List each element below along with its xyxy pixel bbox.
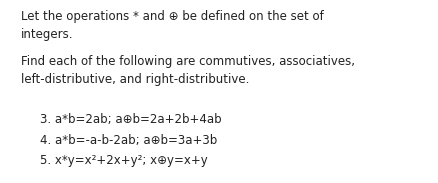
Text: 3. a*b=2ab; a⊕b=2a+2b+4ab: 3. a*b=2ab; a⊕b=2a+2b+4ab: [39, 113, 221, 126]
Text: 4. a*b=-a-b-2ab; a⊕b=3a+3b: 4. a*b=-a-b-2ab; a⊕b=3a+3b: [39, 134, 216, 147]
Text: Let the operations * and ⊕ be defined on the set of: Let the operations * and ⊕ be defined on…: [21, 10, 323, 23]
Text: left-distributive, and right-distributive.: left-distributive, and right-distributiv…: [21, 73, 248, 86]
Text: 5. x*y=x²+2x+y²; x⊕y=x+y: 5. x*y=x²+2x+y²; x⊕y=x+y: [39, 154, 207, 167]
Text: Find each of the following are commutives, associatives,: Find each of the following are commutive…: [21, 55, 354, 68]
Text: integers.: integers.: [21, 28, 73, 41]
